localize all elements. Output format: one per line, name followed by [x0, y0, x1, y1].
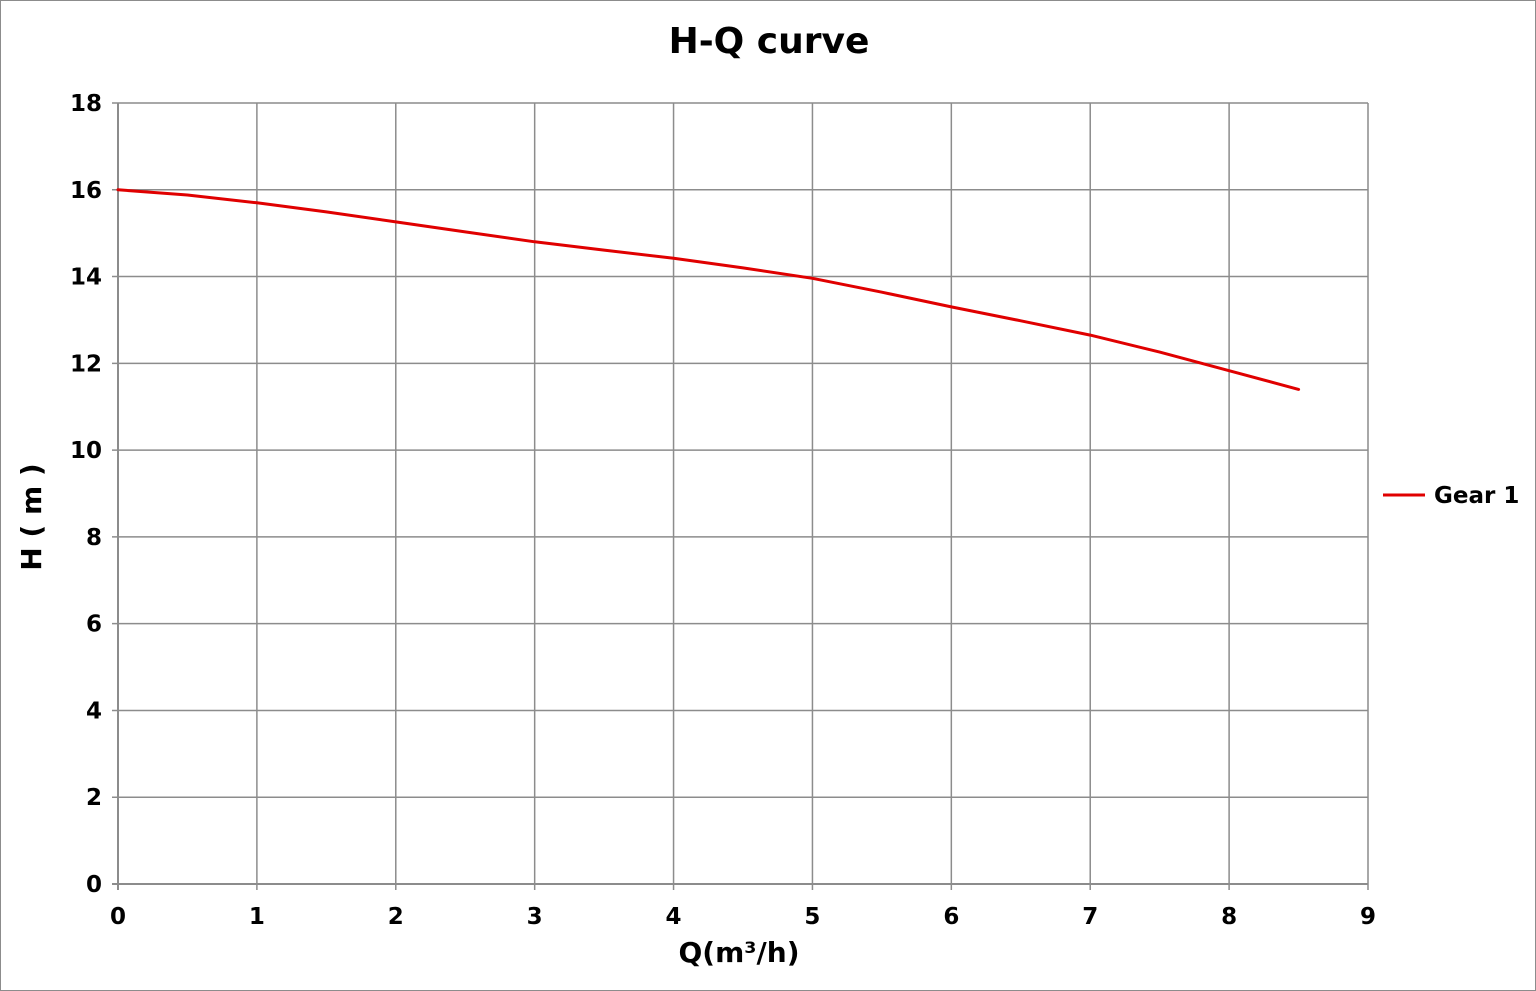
y-tick-label: 16 [70, 178, 102, 204]
legend: Gear 1 [1383, 483, 1519, 509]
y-tick-label: 14 [70, 265, 102, 291]
y-tick-label: 10 [70, 438, 102, 464]
x-tick-label: 2 [388, 904, 404, 930]
y-tick-label: 0 [86, 872, 102, 898]
series-layer [116, 188, 1301, 391]
y-tick-label: 2 [86, 785, 102, 811]
y-tick-label: 18 [70, 91, 102, 117]
grid [112, 102, 1369, 890]
x-tick-label: 0 [110, 904, 126, 930]
y-tick-label: 12 [70, 351, 102, 377]
x-tick-label: 9 [1360, 904, 1376, 930]
x-tick-label: 7 [1082, 904, 1098, 930]
x-tick-label: 8 [1221, 904, 1237, 930]
y-axis-title: H ( m ) [15, 463, 48, 570]
y-tick-label: 6 [86, 612, 102, 638]
chart-title: H-Q curve [669, 21, 870, 62]
x-tick-label: 1 [249, 904, 265, 930]
y-tick-label: 4 [86, 698, 102, 724]
x-axis-title: Q(m³/h) [679, 936, 800, 969]
x-tick-label: 4 [666, 904, 682, 930]
x-tick-label: 3 [527, 904, 543, 930]
legend-label: Gear 1 [1434, 483, 1519, 509]
series-line-gear-1 [116, 188, 1301, 391]
x-tick-label: 5 [804, 904, 820, 930]
y-tick-labels: 0 2 4 6 8 10 12 14 16 18 [70, 91, 102, 898]
x-tick-label: 6 [943, 904, 959, 930]
x-tick-labels: 0 1 2 3 4 5 6 7 8 9 [110, 904, 1376, 930]
y-tick-label: 8 [86, 525, 102, 551]
